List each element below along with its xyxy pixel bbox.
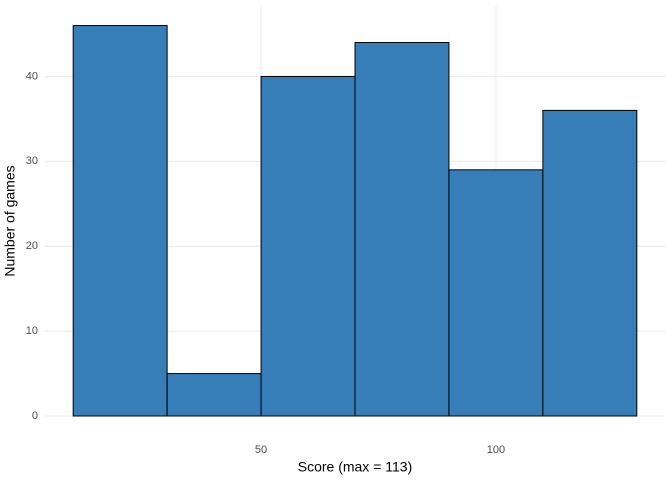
- y-tick-label: 10: [26, 325, 38, 337]
- bar: [448, 169, 544, 417]
- y-tick-label: 40: [26, 70, 38, 82]
- x-axis-title: Score (max = 113): [298, 459, 413, 475]
- y-axis-title: Number of games: [2, 165, 18, 276]
- bar: [542, 109, 638, 417]
- bar: [166, 373, 262, 417]
- x-tick-label: 50: [255, 444, 267, 456]
- x-tick-label: 100: [487, 444, 505, 456]
- y-tick-label: 20: [26, 240, 38, 252]
- bar: [354, 42, 450, 417]
- bar: [260, 75, 356, 417]
- y-tick-label: 0: [32, 410, 38, 422]
- y-tick-label: 30: [26, 155, 38, 167]
- bar: [72, 25, 168, 417]
